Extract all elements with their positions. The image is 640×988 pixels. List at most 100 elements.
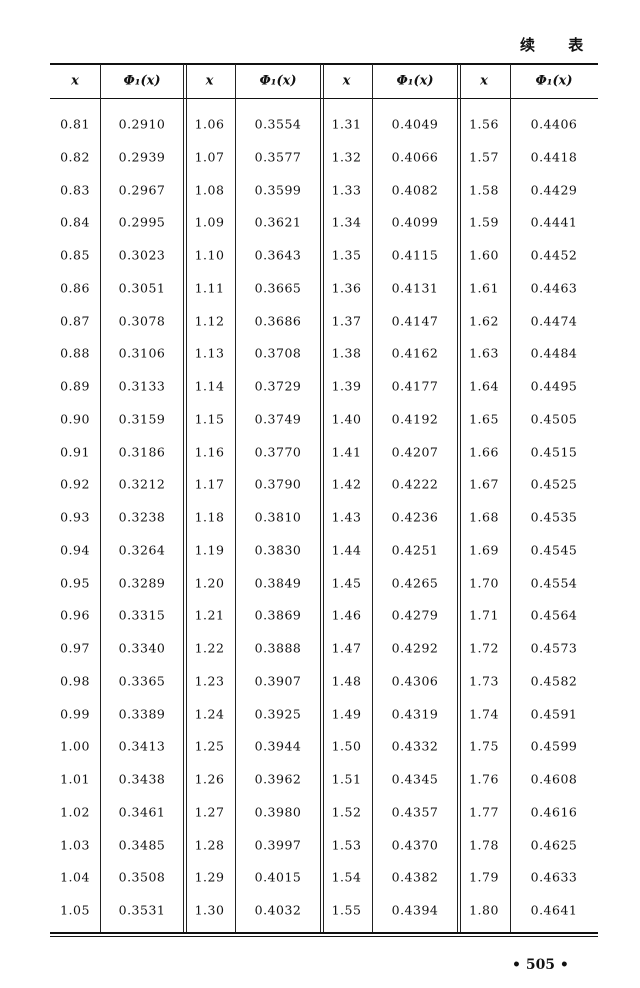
x-value-cell: 1.37 (331, 313, 362, 328)
phi-value-cell: 0.4495 (530, 378, 578, 394)
x-value-cell: 1.05 (60, 902, 90, 918)
phi-value-cell: 0.4608 (530, 771, 578, 787)
phi-value-cell: 0.4319 (391, 706, 439, 721)
phi-value-cell: 0.3686 (254, 313, 302, 328)
phi-value-cell: 0.3749 (254, 411, 302, 427)
phi-value-cell: 0.4357 (391, 804, 439, 820)
x-value-cell: 1.09 (194, 214, 225, 230)
x-value-cell: 1.08 (194, 182, 225, 197)
column-header: Φ₁(x) (259, 73, 297, 89)
x-value-cell: 1.55 (331, 902, 362, 918)
x-value-cell: 1.11 (194, 280, 225, 296)
x-value-cell: 1.53 (331, 837, 362, 852)
phi-value-cell: 0.4554 (530, 575, 578, 590)
phi-value-cell: 0.4429 (530, 182, 578, 197)
phi-value-cell: 0.3980 (254, 804, 302, 820)
phi-value-cell: 0.3577 (254, 149, 302, 165)
x-value-cell: 1.18 (194, 509, 225, 525)
x-value-cell: 1.14 (194, 378, 225, 394)
phi-value-cell: 0.4099 (391, 214, 439, 230)
phi-value-cell: 0.3643 (254, 247, 302, 263)
phi-value-cell: 0.4616 (530, 804, 578, 820)
phi-value-cell: 0.4591 (530, 706, 578, 721)
x-value-cell: 1.31 (331, 116, 362, 132)
x-value-cell: 1.71 (469, 607, 499, 623)
phi-value-cell: 0.3289 (118, 575, 166, 590)
x-value-cell: 1.02 (60, 804, 90, 820)
column-divider (320, 64, 321, 932)
phi-value-cell: 0.4015 (254, 869, 302, 885)
x-value-cell: 1.51 (331, 771, 362, 787)
phi-value-cell: 0.4115 (391, 247, 439, 263)
phi-value-cell: 0.4192 (391, 411, 439, 427)
x-value-cell: 1.26 (194, 771, 225, 787)
x-value-cell: 1.23 (194, 673, 225, 689)
phi-value-cell: 0.4641 (530, 902, 578, 918)
x-value-cell: 1.01 (60, 771, 90, 787)
phi-value-cell: 0.3413 (118, 738, 166, 754)
x-value-cell: 0.95 (60, 575, 90, 590)
phi-value-cell: 0.3790 (254, 476, 302, 492)
phi-value-cell: 0.4177 (391, 378, 439, 394)
phi-value-cell: 0.3770 (254, 444, 302, 459)
column-header: Φ₁(x) (535, 73, 573, 89)
x-value-cell: 1.61 (469, 280, 499, 296)
column-header: x (480, 73, 488, 89)
phi-value-cell: 0.3830 (254, 542, 302, 558)
x-value-cell: 1.42 (331, 476, 362, 492)
x-value-cell: 1.25 (194, 738, 225, 754)
x-value-cell: 1.32 (331, 149, 362, 165)
x-value-cell: 1.46 (331, 607, 362, 623)
phi-value-cell: 0.3944 (254, 738, 302, 754)
phi-value-cell: 0.3962 (254, 771, 302, 787)
phi-value-cell: 0.3888 (254, 640, 302, 656)
x-value-cell: 1.60 (469, 247, 499, 263)
x-value-cell: 0.89 (60, 378, 90, 394)
x-value-cell: 0.85 (60, 247, 90, 263)
phi-value-cell: 0.4633 (530, 869, 578, 885)
phi-value-cell: 0.3599 (254, 182, 302, 197)
x-value-cell: 1.16 (194, 444, 225, 459)
x-value-cell: 1.50 (331, 738, 362, 754)
phi-value-cell: 0.3023 (118, 247, 166, 263)
x-value-cell: 1.52 (331, 804, 362, 820)
x-value-cell: 1.04 (60, 869, 90, 885)
x-value-cell: 1.07 (194, 149, 225, 165)
x-value-cell: 1.15 (194, 411, 225, 427)
phi-value-cell: 0.3461 (118, 804, 166, 820)
phi-value-cell: 0.4066 (391, 149, 439, 165)
phi-value-cell: 0.3051 (118, 280, 166, 296)
phi-value-cell: 0.3621 (254, 214, 302, 230)
column-divider (457, 64, 458, 932)
x-value-cell: 1.00 (60, 738, 90, 754)
phi-value-cell: 0.4525 (530, 476, 578, 492)
phi-value-cell: 0.2910 (118, 116, 166, 132)
phi-value-cell: 0.4564 (530, 607, 578, 623)
phi-value-cell: 0.3238 (118, 509, 166, 525)
phi-value-cell: 0.4251 (391, 542, 439, 558)
phi-value-cell: 0.4406 (530, 116, 578, 132)
phi-value-cell: 0.3340 (118, 640, 166, 656)
x-value-cell: 1.34 (331, 214, 362, 230)
phi-value-cell: 0.3159 (118, 411, 166, 427)
x-value-cell: 1.62 (469, 313, 499, 328)
bottom-rule-2 (50, 936, 598, 937)
x-value-cell: 1.79 (469, 869, 499, 885)
x-value-cell: 1.40 (331, 411, 362, 427)
x-value-cell: 0.88 (60, 345, 90, 361)
x-value-cell: 1.75 (469, 738, 499, 754)
phi-value-cell: 0.3212 (118, 476, 166, 492)
column-divider (183, 64, 184, 932)
phi-value-cell: 0.3508 (118, 869, 166, 885)
phi-value-cell: 0.2939 (118, 149, 166, 165)
phi-value-cell: 0.3708 (254, 345, 302, 361)
x-value-cell: 1.56 (469, 116, 499, 132)
phi-value-cell: 0.4625 (530, 837, 578, 852)
phi-value-cell: 0.3869 (254, 607, 302, 623)
x-value-cell: 0.91 (60, 444, 90, 459)
x-value-cell: 1.63 (469, 345, 499, 361)
x-value-cell: 1.12 (194, 313, 225, 328)
x-value-cell: 1.76 (469, 771, 499, 787)
x-value-cell: 1.68 (469, 509, 499, 525)
phi-value-cell: 0.4573 (530, 640, 578, 656)
